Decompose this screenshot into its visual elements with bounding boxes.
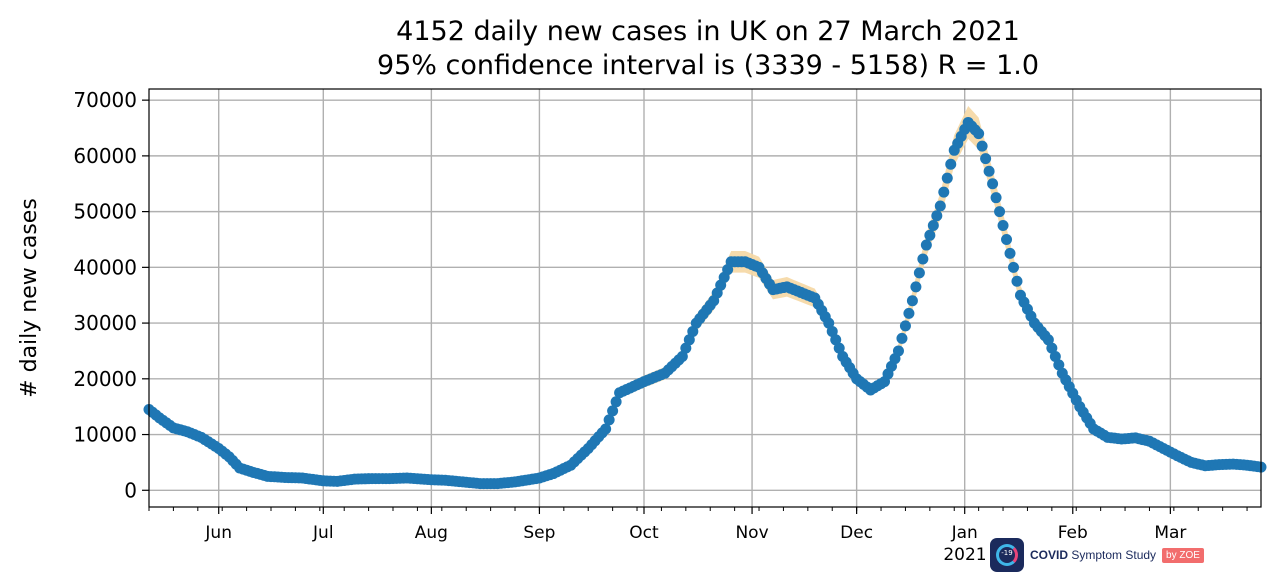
tick-label-x: Oct — [629, 523, 659, 543]
data-point — [980, 153, 992, 165]
x-ticks: Jun Jul Aug Sep Oct Nov Dec Jan Feb Mar — [148, 507, 1248, 543]
data-point — [610, 396, 622, 408]
tick-label-y: 40000 — [73, 255, 137, 279]
plot-frame — [148, 88, 1262, 508]
tick-label-y: 10000 — [73, 423, 137, 447]
chart-subtitle: 95% confidence interval is (3339 - 5158)… — [377, 50, 1039, 81]
data-point — [826, 325, 838, 337]
data-point — [976, 140, 988, 152]
app-badge-icon: -19 — [990, 538, 1024, 572]
data-point — [1004, 247, 1016, 259]
data-point — [603, 414, 615, 426]
tick-label-y: 60000 — [73, 144, 137, 168]
data-point — [941, 172, 953, 184]
data-point — [913, 267, 925, 279]
data-point — [997, 220, 1009, 232]
data-point — [903, 307, 915, 319]
data-point — [934, 200, 946, 212]
data-point — [607, 405, 619, 417]
data-point — [927, 220, 939, 232]
y-ticks: 0 10000 20000 30000 40000 50000 60000 70000 — [73, 88, 149, 502]
data-point — [687, 325, 699, 337]
y-axis-label: # daily new cases — [17, 198, 42, 398]
data-point — [896, 332, 908, 344]
tick-label-y: 20000 — [73, 367, 137, 391]
tick-label-x: Jan — [951, 523, 978, 543]
data-point — [990, 192, 1002, 204]
data-point — [833, 342, 845, 354]
tick-label-x: Feb — [1058, 523, 1088, 543]
data-point — [931, 210, 943, 222]
data-point — [1001, 233, 1013, 245]
tick-label-x: Jul — [312, 523, 334, 543]
data-point — [1049, 351, 1061, 363]
year-label: 2021 — [943, 545, 986, 565]
tick-label-y: 0 — [124, 478, 137, 502]
data-point — [1042, 334, 1054, 346]
data-point — [892, 345, 904, 357]
tick-label-x: Aug — [415, 523, 448, 543]
data-point — [680, 342, 692, 354]
data-point — [938, 186, 950, 198]
data-point — [920, 239, 932, 251]
data-point — [917, 253, 929, 265]
data-point — [600, 423, 612, 435]
tick-label-x: Nov — [735, 523, 768, 543]
data-point — [1011, 275, 1023, 287]
data-points — [143, 116, 1267, 490]
covid-symptom-study-logo: -19 COVID Symptom Study by ZOE — [990, 537, 1204, 573]
tick-label-x: Dec — [840, 523, 873, 543]
data-point — [994, 206, 1006, 218]
data-point — [899, 320, 911, 332]
data-point — [683, 334, 695, 346]
data-point — [924, 229, 936, 241]
data-point — [973, 128, 985, 140]
tick-label-x: Mar — [1154, 523, 1186, 543]
data-point — [910, 281, 922, 293]
data-point — [676, 351, 688, 363]
data-point — [823, 317, 835, 329]
tick-label-y: 70000 — [73, 88, 137, 112]
grid — [149, 89, 1261, 507]
data-point — [906, 295, 918, 307]
data-point — [945, 158, 957, 170]
data-point — [983, 165, 995, 177]
tick-label-y: 50000 — [73, 200, 137, 224]
data-point — [830, 334, 842, 346]
data-point — [987, 178, 999, 190]
data-point — [1008, 261, 1020, 273]
tick-label-x: Sep — [523, 523, 555, 543]
chart-title: 4152 daily new cases in UK on 27 March 2… — [396, 16, 1020, 47]
data-point — [1046, 342, 1058, 354]
by-zoe-label: by ZOE — [1162, 547, 1204, 563]
app-name: COVID Symptom Study — [1030, 548, 1157, 562]
data-point — [1053, 359, 1065, 371]
tick-label-y: 30000 — [73, 311, 137, 335]
tick-label-x: Jun — [204, 523, 232, 543]
